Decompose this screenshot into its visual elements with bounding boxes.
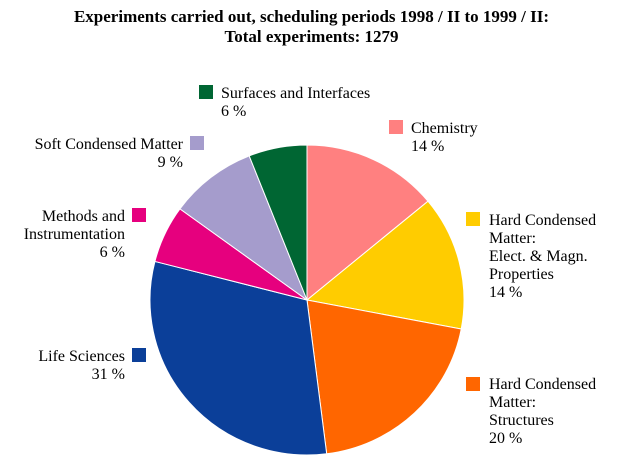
pie-slice xyxy=(248,144,308,301)
legend-swatch xyxy=(132,348,146,362)
slice-value-label: 14 % xyxy=(489,284,522,301)
legend-swatch xyxy=(466,377,480,391)
slice-value-label: 6 % xyxy=(221,103,246,120)
legend-swatch xyxy=(132,208,146,222)
pie-slice xyxy=(149,260,328,456)
pie-slice xyxy=(306,144,429,302)
slice-value-label: 31 % xyxy=(92,366,125,383)
legend-swatch xyxy=(466,212,480,226)
legend-swatch xyxy=(190,136,204,150)
slice-label: Soft Condensed Matter xyxy=(35,136,184,153)
chart-subtitle: Total experiments: 1279 xyxy=(224,27,399,46)
chart-title: Experiments carried out, scheduling peri… xyxy=(73,7,550,26)
slice-label: Hard Condensed xyxy=(489,212,596,229)
legend-swatch xyxy=(199,85,213,99)
pie-slice xyxy=(179,155,309,302)
slice-value-label: 20 % xyxy=(489,430,522,447)
slice-value-label: 14 % xyxy=(411,138,444,155)
slice-label: Structures xyxy=(489,412,554,429)
slice-value-label: 9 % xyxy=(158,154,183,171)
slice-label: Chemistry xyxy=(411,120,478,137)
slice-label: Instrumentation xyxy=(24,226,125,243)
pie-slice xyxy=(306,299,462,455)
slice-label: Properties xyxy=(489,266,554,283)
legend-swatch xyxy=(389,120,403,134)
pie-slice xyxy=(305,200,465,330)
slice-label: Methods and xyxy=(42,208,125,225)
slice-label: Hard Condensed xyxy=(489,376,596,393)
slice-label: Matter: xyxy=(489,394,536,411)
slice-value-label: 6 % xyxy=(100,244,125,261)
slice-label: Life Sciences xyxy=(38,348,125,365)
slice-label: Surfaces and Interfaces xyxy=(221,85,370,102)
slice-label: Elect. & Magn. xyxy=(489,248,588,265)
slice-label: Matter: xyxy=(489,230,536,247)
